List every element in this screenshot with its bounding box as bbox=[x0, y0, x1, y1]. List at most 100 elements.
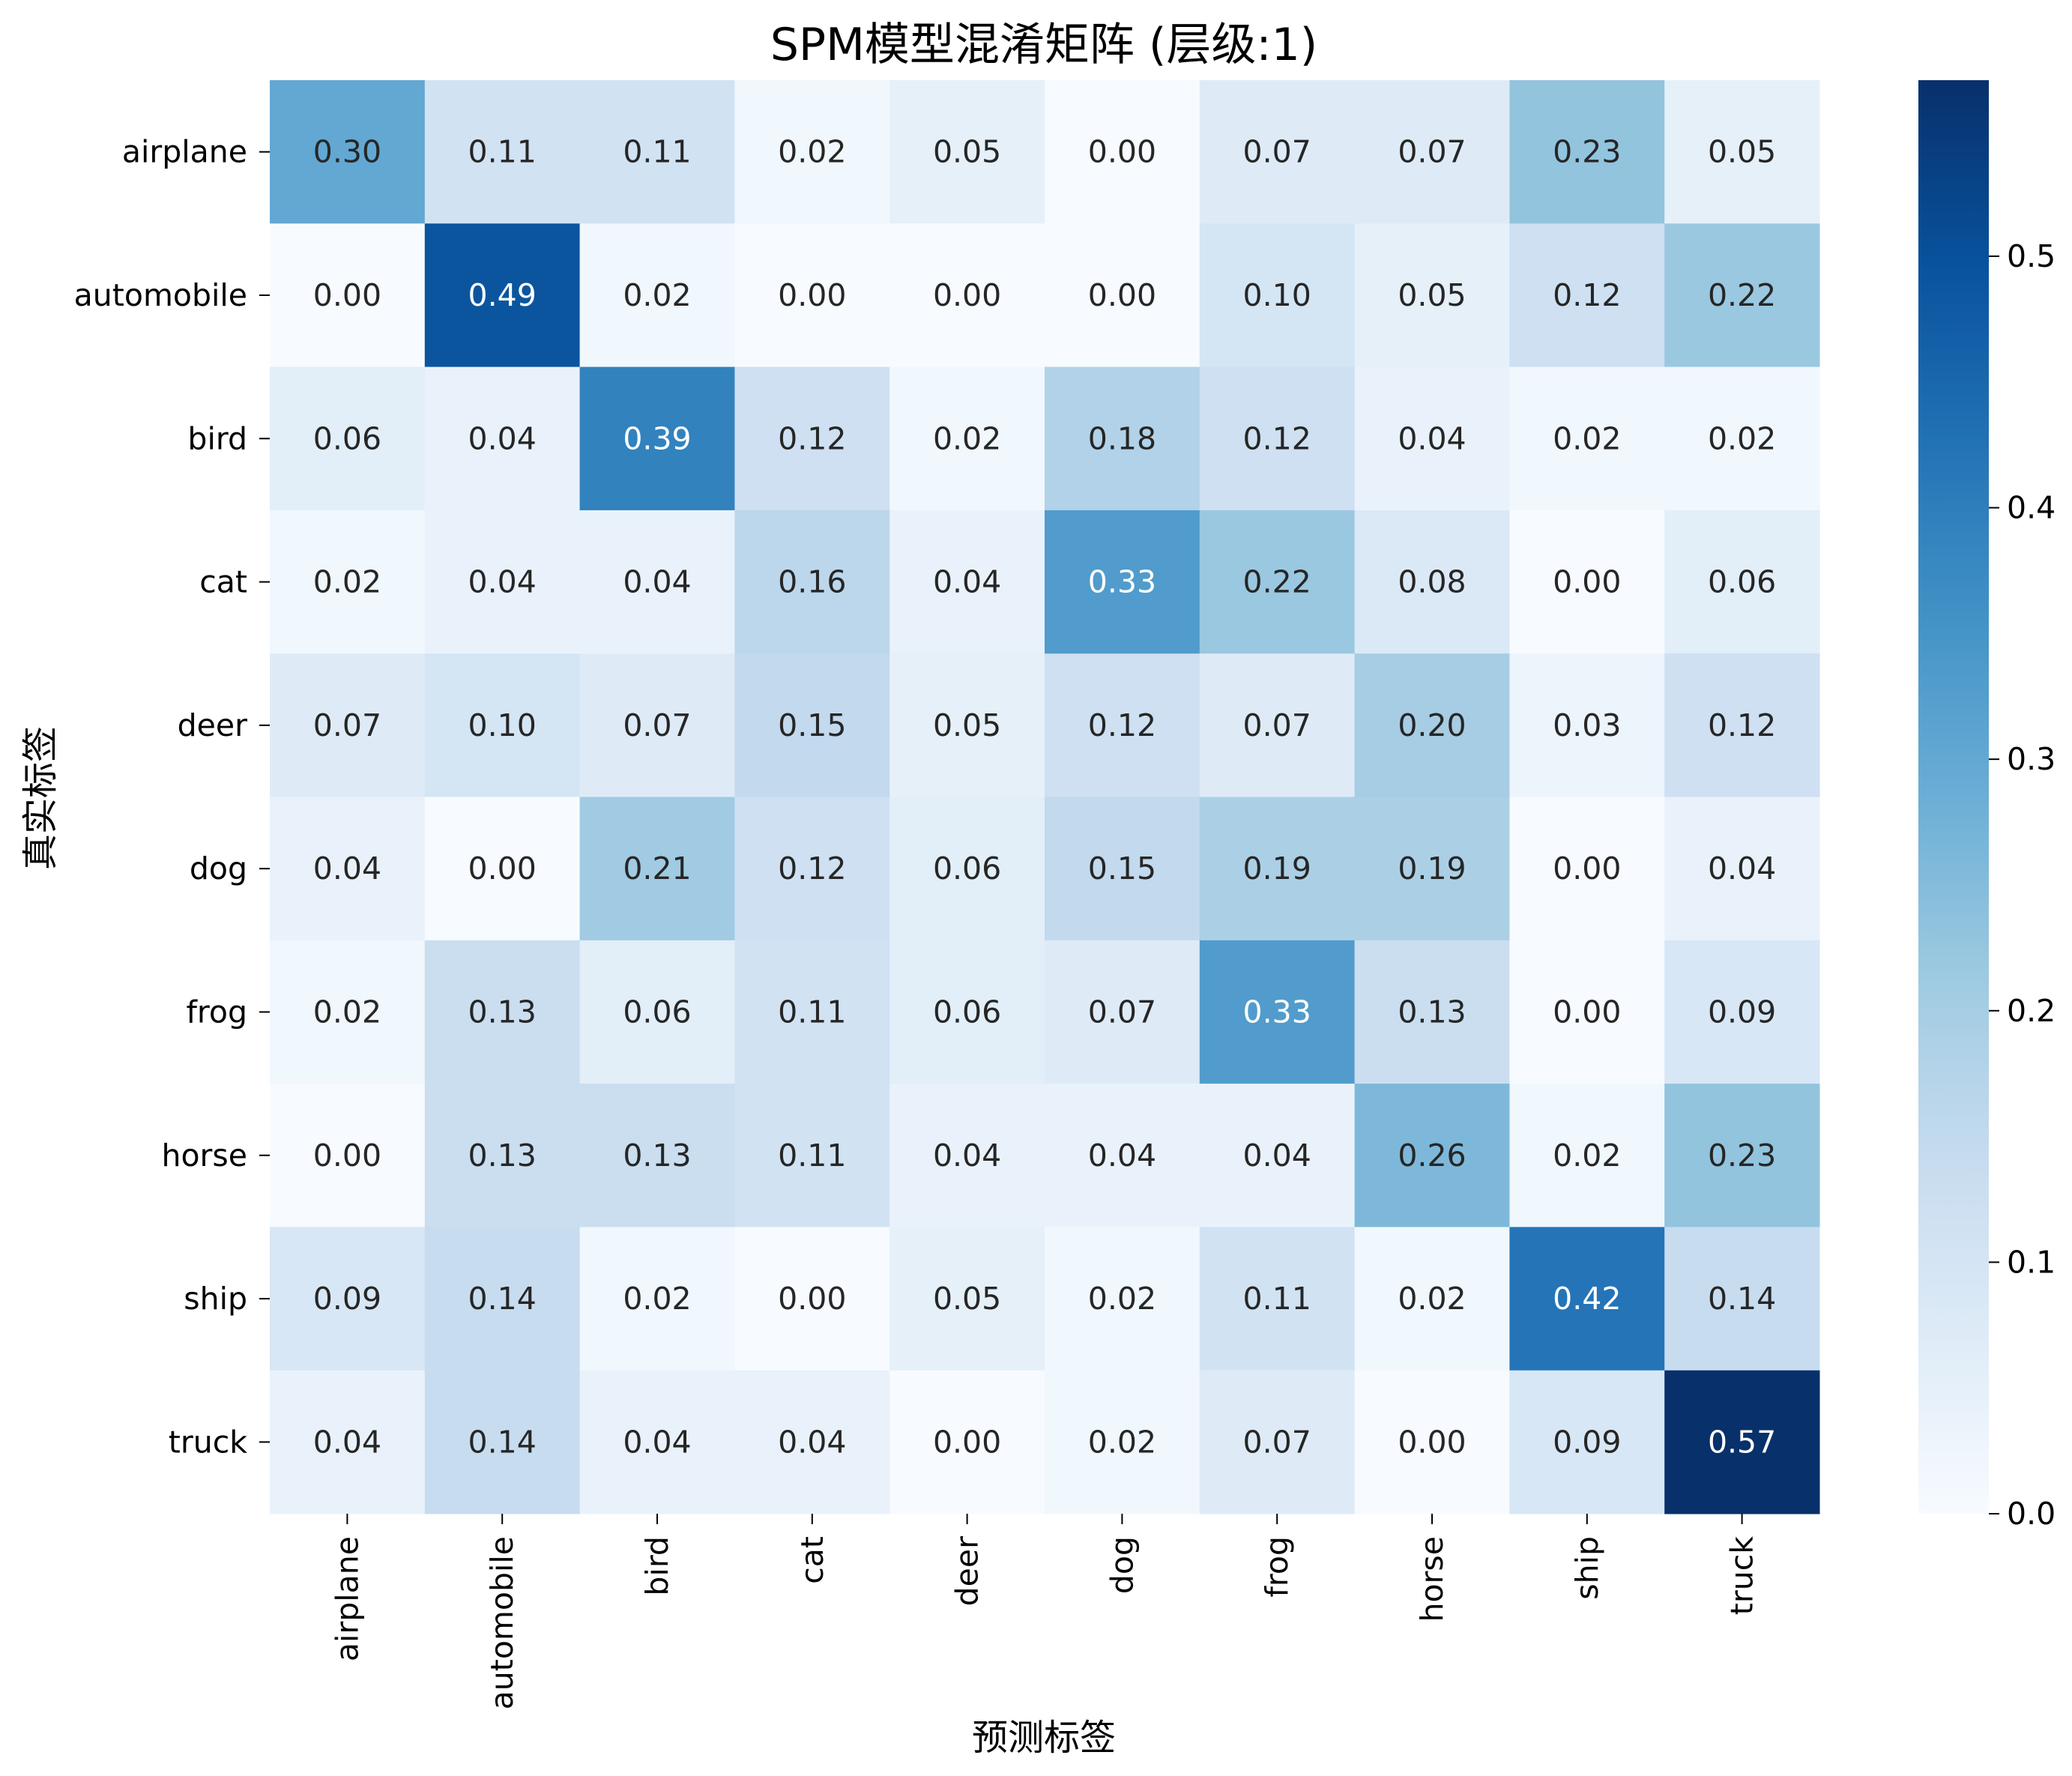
cell-value-label: 0.16 bbox=[778, 564, 846, 600]
heatmap-cell-horse-automobile bbox=[424, 1084, 581, 1227]
heatmap-cell-airplane-cat bbox=[734, 80, 890, 224]
cell-value-label: 0.14 bbox=[1708, 1281, 1776, 1317]
heatmap-cell-cat-truck bbox=[1664, 510, 1820, 654]
y-tick-label-truck: truck bbox=[169, 1424, 247, 1460]
heatmap-cell-deer-frog bbox=[1199, 653, 1356, 797]
cell-value-label: 0.07 bbox=[1243, 1424, 1311, 1460]
cell-value-label: 0.00 bbox=[468, 851, 537, 887]
heatmap-cell-dog-horse bbox=[1354, 797, 1510, 941]
heatmap-cell-horse-dog bbox=[1045, 1084, 1200, 1227]
cell-value-label: 0.05 bbox=[933, 1281, 1001, 1317]
heatmap-cell-airplane-bird bbox=[579, 80, 735, 224]
cell-value-label: 0.00 bbox=[313, 1138, 381, 1174]
cell-value-label: 0.00 bbox=[1553, 851, 1621, 887]
heatmap-cell-bird-deer bbox=[889, 366, 1045, 511]
cell-value-label: 0.11 bbox=[468, 134, 537, 170]
cell-value-label: 0.02 bbox=[623, 277, 691, 313]
heatmap-cell-automobile-horse bbox=[1354, 223, 1510, 368]
x-tick-label-automobile: automobile bbox=[484, 1536, 520, 1709]
x-tick-label-truck: truck bbox=[1724, 1536, 1760, 1615]
cell-value-label: 0.04 bbox=[468, 420, 537, 456]
cell-value-label: 0.12 bbox=[1708, 707, 1776, 743]
cell-value-label: 0.09 bbox=[1553, 1424, 1621, 1460]
cell-value-label: 0.00 bbox=[1088, 134, 1156, 170]
cell-value-label: 0.00 bbox=[1398, 1424, 1466, 1460]
heatmap-cell-dog-deer bbox=[889, 797, 1045, 941]
heatmap-cell-deer-cat bbox=[734, 653, 890, 797]
cell-value-label: 0.00 bbox=[778, 1281, 846, 1317]
cell-value-label: 0.49 bbox=[468, 277, 537, 313]
heatmap-cell-automobile-airplane bbox=[270, 223, 426, 368]
heatmap-cell-deer-bird bbox=[579, 653, 735, 797]
heatmap-cell-airplane-dog bbox=[1045, 80, 1200, 224]
cell-value-label: 0.04 bbox=[1088, 1138, 1156, 1174]
x-tick-label-horse: horse bbox=[1414, 1536, 1450, 1622]
heatmap-cell-ship-airplane bbox=[270, 1227, 426, 1371]
cell-value-label: 0.04 bbox=[1243, 1138, 1311, 1174]
x-tick-label-frog: frog bbox=[1259, 1536, 1295, 1598]
cell-value-label: 0.11 bbox=[778, 994, 846, 1030]
cell-value-label: 0.02 bbox=[313, 994, 381, 1030]
heatmap-cell-bird-horse bbox=[1354, 366, 1510, 511]
heatmap-cell-frog-deer bbox=[889, 940, 1045, 1084]
heatmap-cell-deer-deer bbox=[889, 653, 1045, 797]
heatmap-cell-dog-dog bbox=[1045, 797, 1200, 941]
y-tick-label-cat: cat bbox=[199, 564, 247, 600]
heatmap-cell-cat-automobile bbox=[424, 510, 581, 654]
heatmap-cell-deer-automobile bbox=[424, 653, 581, 797]
y-axis-label: 真实标签 bbox=[19, 726, 61, 870]
colorbar-gradient bbox=[1918, 80, 1989, 1514]
heatmap-cell-frog-dog bbox=[1045, 940, 1200, 1084]
cell-value-label: 0.10 bbox=[1243, 277, 1311, 313]
cell-value-label: 0.02 bbox=[1708, 420, 1776, 456]
heatmap-cell-ship-automobile bbox=[424, 1227, 581, 1371]
x-tick-label-cat: cat bbox=[794, 1536, 830, 1584]
cell-value-label: 0.05 bbox=[1708, 134, 1776, 170]
cell-value-label: 0.57 bbox=[1708, 1424, 1776, 1460]
heatmap-cell-bird-truck bbox=[1664, 366, 1820, 511]
cell-value-label: 0.00 bbox=[933, 277, 1001, 313]
cell-value-label: 0.02 bbox=[1553, 420, 1621, 456]
heatmap-cell-dog-cat bbox=[734, 797, 890, 941]
cell-value-label: 0.00 bbox=[313, 277, 381, 313]
x-tick-label-airplane: airplane bbox=[329, 1536, 365, 1661]
cell-value-label: 0.04 bbox=[313, 851, 381, 887]
x-tick-label-bird: bird bbox=[639, 1536, 675, 1596]
cell-value-label: 0.07 bbox=[623, 707, 691, 743]
heatmap-cell-dog-ship bbox=[1509, 797, 1665, 941]
heatmap-cell-horse-ship bbox=[1509, 1084, 1665, 1227]
cell-value-label: 0.06 bbox=[933, 851, 1001, 887]
cell-value-label: 0.04 bbox=[1708, 851, 1776, 887]
heatmap-cell-bird-ship bbox=[1509, 366, 1665, 511]
heatmap-cell-frog-horse bbox=[1354, 940, 1510, 1084]
heatmap-cell-ship-ship bbox=[1509, 1227, 1665, 1371]
heatmap-cell-ship-frog bbox=[1199, 1227, 1356, 1371]
cell-value-label: 0.42 bbox=[1553, 1281, 1621, 1317]
cell-value-label: 0.09 bbox=[1708, 994, 1776, 1030]
y-tick-label-dog: dog bbox=[190, 851, 247, 887]
cell-value-label: 0.23 bbox=[1708, 1138, 1776, 1174]
cell-value-label: 0.22 bbox=[1243, 564, 1311, 600]
cell-value-label: 0.15 bbox=[778, 707, 846, 743]
colorbar-tick-label: 0.2 bbox=[2007, 993, 2056, 1029]
heatmap-cell-deer-horse bbox=[1354, 653, 1510, 797]
cell-value-label: 0.07 bbox=[1243, 134, 1311, 170]
cell-value-label: 0.09 bbox=[313, 1281, 381, 1317]
chart-title: SPM模型混淆矩阵 (层级:1) bbox=[770, 19, 1317, 71]
heatmap-cell-truck-cat bbox=[734, 1370, 890, 1514]
heatmap-cell-deer-ship bbox=[1509, 653, 1665, 797]
x-tick-label-dog: dog bbox=[1104, 1536, 1140, 1594]
heatmap-cell-frog-automobile bbox=[424, 940, 581, 1084]
heatmap-cell-automobile-ship bbox=[1509, 223, 1665, 368]
cell-value-label: 0.12 bbox=[1088, 707, 1156, 743]
cell-value-label: 0.00 bbox=[1553, 564, 1621, 600]
heatmap-cell-ship-deer bbox=[889, 1227, 1045, 1371]
cell-value-label: 0.04 bbox=[623, 564, 691, 600]
cell-value-label: 0.26 bbox=[1398, 1138, 1466, 1174]
heatmap-cell-deer-airplane bbox=[270, 653, 426, 797]
cell-value-label: 0.23 bbox=[1553, 134, 1621, 170]
y-tick-label-automobile: automobile bbox=[74, 277, 247, 313]
cell-value-label: 0.07 bbox=[313, 707, 381, 743]
x-tick-label-deer: deer bbox=[949, 1536, 985, 1606]
